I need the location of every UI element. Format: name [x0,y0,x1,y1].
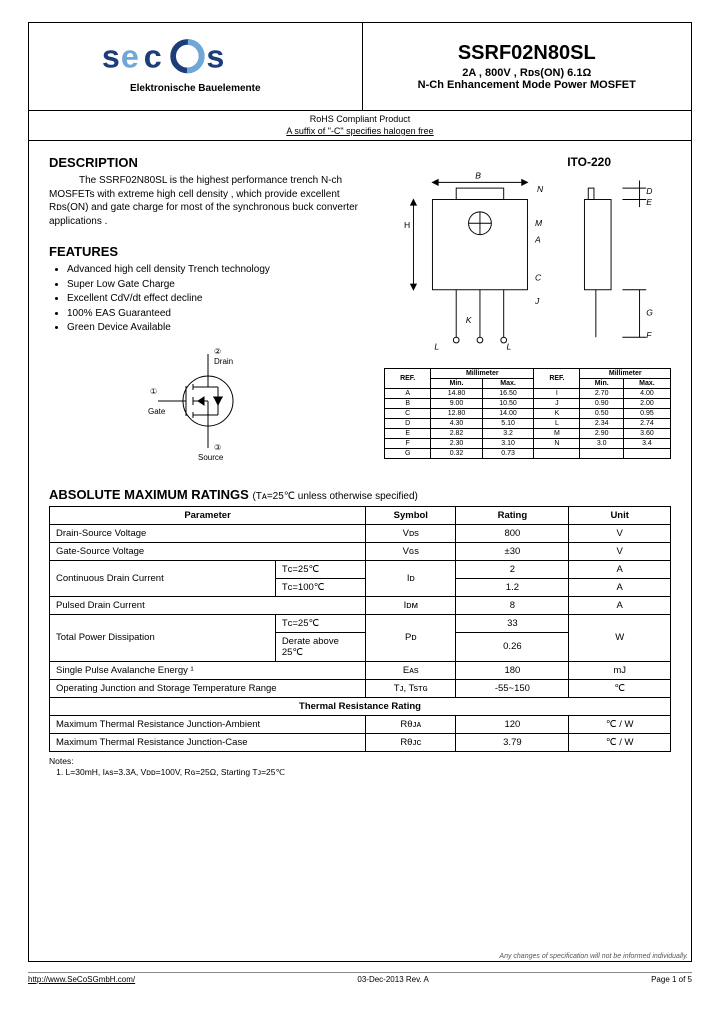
feature-item: Excellent CdV/dt effect decline [67,292,366,307]
product-type: N-Ch Enhancement Mode Power MOSFET [418,79,636,91]
package-drawing: B N A M H C J K L L D E G F [384,171,671,361]
svg-text:s: s [102,39,120,75]
svg-text:c: c [144,39,162,75]
title-cell: SSRF02N80SL 2A , 800V , Rᴅs(ON) 6.1Ω N-C… [363,23,692,110]
svg-text:H: H [404,220,410,230]
part-number: SSRF02N80SL [458,42,596,65]
svg-text:③: ③ [214,443,221,452]
svg-text:e: e [121,39,139,75]
logo-tagline: Elektronische Bauelemente [130,83,261,94]
right-column: ITO-220 [384,155,671,469]
feature-item: Super Low Gate Charge [67,278,366,293]
top-section: DESCRIPTION The SSRF02N80SL is the highe… [49,155,671,469]
svg-text:L: L [507,342,512,352]
content-area: DESCRIPTION The SSRF02N80SL is the highe… [29,141,691,786]
secos-logo: s e c s [100,39,290,81]
svg-text:②: ② [214,347,221,356]
header-row: s e c s Elektronische Bauelemente SSRF02… [29,23,691,111]
svg-text:L: L [434,342,439,352]
svg-text:Source: Source [198,453,224,462]
svg-text:M: M [535,218,543,228]
rohs-bar: RoHS Compliant Product A suffix of "-C" … [29,111,691,141]
logo-cell: s e c s Elektronische Bauelemente [29,23,363,110]
feature-item: Green Device Available [67,321,366,336]
features-title: FEATURES [49,244,366,259]
notes: Notes: 1. L=30mH, Iᴀs=3.3A, Vᴅᴅ=100V, Rɢ… [49,756,671,778]
svg-text:K: K [466,315,473,325]
svg-text:D: D [646,186,652,196]
disclaimer: Any changes of specification will not be… [499,953,688,960]
svg-text:Drain: Drain [214,357,233,366]
description-text: The SSRF02N80SL is the highest performan… [49,174,366,228]
svg-text:G: G [646,308,653,318]
svg-text:A: A [534,235,541,245]
amr-title: ABSOLUTE MAXIMUM RATINGS (Tᴀ=25℃ unless … [49,487,671,502]
svg-text:F: F [646,331,652,341]
footer-page: Page 1 of 5 [651,975,692,984]
mosfet-symbol-wrap: ② Drain ① Gate ③ Source [49,346,366,469]
svg-text:s: s [207,39,225,75]
dimension-table: REF.Millimeter REF.Millimeter Min.Max.Mi… [384,368,671,459]
svg-text:N: N [537,184,544,194]
page-frame: s e c s Elektronische Bauelemente SSRF02… [28,22,692,962]
feature-item: 100% EAS Guaranteed [67,307,366,322]
svg-text:①: ① [150,387,157,396]
svg-text:Gate: Gate [148,407,166,416]
footer: http://www.SeCoSGmbH.com/ 03-Dec-2013 Re… [28,972,692,984]
svg-text:J: J [534,296,540,306]
left-column: DESCRIPTION The SSRF02N80SL is the highe… [49,155,366,469]
rohs-line2: A suffix of "-C" specifies halogen free [29,126,691,138]
svg-text:B: B [475,171,481,181]
svg-text:E: E [646,198,652,208]
description-title: DESCRIPTION [49,155,366,170]
features-list: Advanced high cell density Trench techno… [67,263,366,336]
mosfet-symbol: ② Drain ① Gate ③ Source [148,346,268,466]
spec-line: 2A , 800V , Rᴅs(ON) 6.1Ω [462,67,591,79]
amr-table: Parameter Symbol Rating Unit Drain-Sourc… [49,506,671,752]
footer-date: 03-Dec-2013 Rev. A [357,975,428,984]
svg-text:C: C [535,273,542,283]
footer-url: http://www.SeCoSGmbH.com/ [28,975,135,984]
feature-item: Advanced high cell density Trench techno… [67,263,366,278]
package-label: ITO-220 [384,155,611,169]
rohs-line1: RoHS Compliant Product [29,114,691,126]
